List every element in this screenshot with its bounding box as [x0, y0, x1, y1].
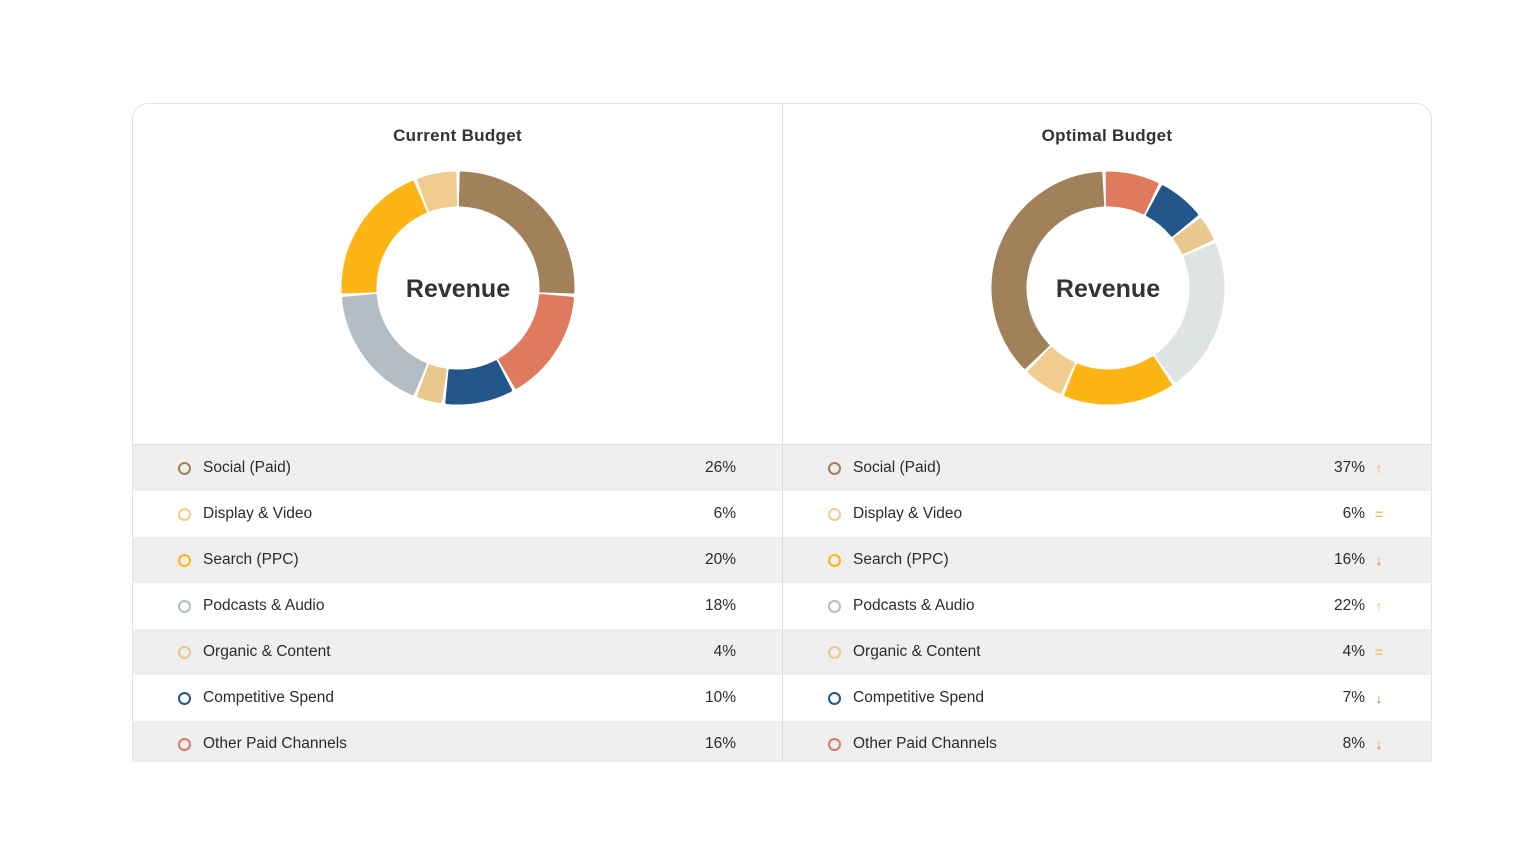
legend-row-competitive-spend[interactable]: Competitive Spend 10%	[133, 675, 782, 721]
legend-value: 18%	[704, 597, 736, 614]
donut-center-label: Revenue	[406, 275, 510, 303]
legend-value: 7%	[1342, 689, 1365, 706]
legend-marker-icon	[828, 691, 841, 705]
legend-row-podcasts-and-audio[interactable]: Podcasts & Audio 18%	[133, 583, 782, 629]
donut-slice-competitive-spend[interactable]	[445, 360, 513, 405]
legend-value: 6%	[1342, 505, 1365, 522]
donut-slice-search-ppc[interactable]	[341, 180, 427, 294]
legend-marker-icon	[828, 553, 841, 567]
donut-slice-search-ppc[interactable]	[1064, 356, 1172, 405]
donut-slice-other-paid-channels[interactable]	[498, 294, 575, 389]
donut-center-label: Revenue	[1056, 275, 1160, 303]
trend-down-icon: ↓	[1375, 552, 1383, 568]
donut-slice-social-paid[interactable]	[991, 171, 1105, 369]
legend-marker-icon	[828, 461, 841, 475]
legend-row-organic-and-content[interactable]: Organic & Content 4% =	[783, 629, 1431, 675]
legend-row-podcasts-and-audio[interactable]: Podcasts & Audio 22% ↑	[783, 583, 1431, 629]
donut-slice-display-and-video[interactable]	[1027, 347, 1075, 394]
legend-label: Podcasts & Audio	[203, 597, 325, 614]
legend-label: Search (PPC)	[853, 551, 949, 568]
legend-value: 16%	[704, 735, 736, 752]
current-budget-legend: Social (Paid) 26% Display & Video 6% Search …	[133, 445, 782, 762]
trend-same-icon: =	[1374, 506, 1384, 522]
donut-slice-organic-and-content[interactable]	[417, 364, 447, 404]
legend-row-other-paid-channels[interactable]: Other Paid Channels 8% ↓	[783, 721, 1431, 762]
legend-marker-icon	[828, 599, 841, 613]
legend-value: 4%	[1342, 643, 1365, 660]
legend-marker-icon	[828, 507, 841, 521]
legend-value: 10%	[704, 689, 736, 706]
current-budget-chart-area: Current Budget Revenue	[133, 104, 782, 445]
optimal-budget-panel: Optimal Budget Revenue Social (Paid) 37% ↑…	[782, 104, 1431, 762]
legend-value: 20%	[704, 551, 736, 568]
legend-row-search-ppc[interactable]: Search (PPC) 20%	[133, 537, 782, 583]
legend-value: 26%	[704, 459, 736, 476]
legend-label: Search (PPC)	[203, 551, 299, 568]
legend-label: Other Paid Channels	[203, 735, 347, 752]
legend-marker-icon	[178, 691, 191, 705]
legend-row-competitive-spend[interactable]: Competitive Spend 7% ↓	[783, 675, 1431, 721]
legend-label: Organic & Content	[853, 643, 981, 660]
legend-label: Competitive Spend	[853, 689, 984, 706]
optimal-budget-donut: Revenue	[991, 171, 1225, 405]
legend-row-display-and-video[interactable]: Display & Video 6% =	[783, 491, 1431, 537]
legend-value: 22%	[1333, 597, 1365, 614]
legend-row-social-paid[interactable]: Social (Paid) 26%	[133, 445, 782, 491]
trend-down-icon: ↓	[1375, 736, 1383, 752]
current-budget-donut: Revenue	[341, 171, 575, 405]
trend-same-icon: =	[1374, 644, 1384, 660]
legend-row-search-ppc[interactable]: Search (PPC) 16% ↓	[783, 537, 1431, 583]
legend-value: 37%	[1333, 459, 1365, 476]
donut-slice-organic-and-content[interactable]	[1173, 218, 1214, 255]
legend-marker-icon	[828, 645, 841, 659]
optimal-budget-title: Optimal Budget	[1041, 126, 1173, 145]
legend-row-display-and-video[interactable]: Display & Video 6%	[133, 491, 782, 537]
legend-row-social-paid[interactable]: Social (Paid) 37% ↑	[783, 445, 1431, 491]
donut-slice-display-and-video[interactable]	[417, 171, 458, 212]
budget-comparison-card: Current Budget Revenue Social (Paid) 26% D…	[132, 103, 1432, 762]
donut-slice-podcasts-and-audio[interactable]	[341, 294, 427, 396]
trend-up-icon: ↑	[1375, 598, 1383, 614]
legend-label: Social (Paid)	[203, 459, 291, 476]
donut-slice-competitive-spend[interactable]	[1145, 185, 1199, 237]
legend-marker-icon	[178, 599, 191, 613]
legend-value: 16%	[1333, 551, 1365, 568]
legend-marker-icon	[178, 507, 191, 521]
legend-marker-icon	[178, 553, 191, 567]
legend-label: Display & Video	[203, 505, 313, 522]
donut-slice-other-paid-channels[interactable]	[1105, 171, 1159, 215]
trend-up-icon: ↑	[1375, 460, 1383, 476]
legend-row-other-paid-channels[interactable]: Other Paid Channels 16%	[133, 721, 782, 762]
legend-label: Social (Paid)	[853, 459, 941, 476]
donut-slice-social-paid[interactable]	[458, 171, 575, 294]
legend-value: 6%	[713, 505, 736, 522]
legend-value: 8%	[1342, 735, 1365, 752]
legend-label: Podcasts & Audio	[853, 597, 975, 614]
donut-slice-podcasts-and-audio[interactable]	[1155, 243, 1225, 383]
trend-down-icon: ↓	[1375, 690, 1383, 706]
legend-marker-icon	[178, 737, 191, 751]
legend-marker-icon	[178, 461, 191, 475]
current-budget-panel: Current Budget Revenue Social (Paid) 26% D…	[133, 104, 782, 762]
optimal-budget-legend: Social (Paid) 37% ↑ Display & Video 6% = Searc…	[783, 445, 1431, 762]
legend-row-organic-and-content[interactable]: Organic & Content 4%	[133, 629, 782, 675]
legend-label: Competitive Spend	[203, 689, 334, 706]
legend-marker-icon	[178, 645, 191, 659]
legend-label: Organic & Content	[203, 643, 331, 660]
legend-marker-icon	[828, 737, 841, 751]
current-budget-title: Current Budget	[393, 126, 522, 145]
optimal-budget-chart-area: Optimal Budget Revenue	[783, 104, 1431, 445]
legend-label: Display & Video	[853, 505, 963, 522]
legend-label: Other Paid Channels	[853, 735, 997, 752]
legend-value: 4%	[713, 643, 736, 660]
